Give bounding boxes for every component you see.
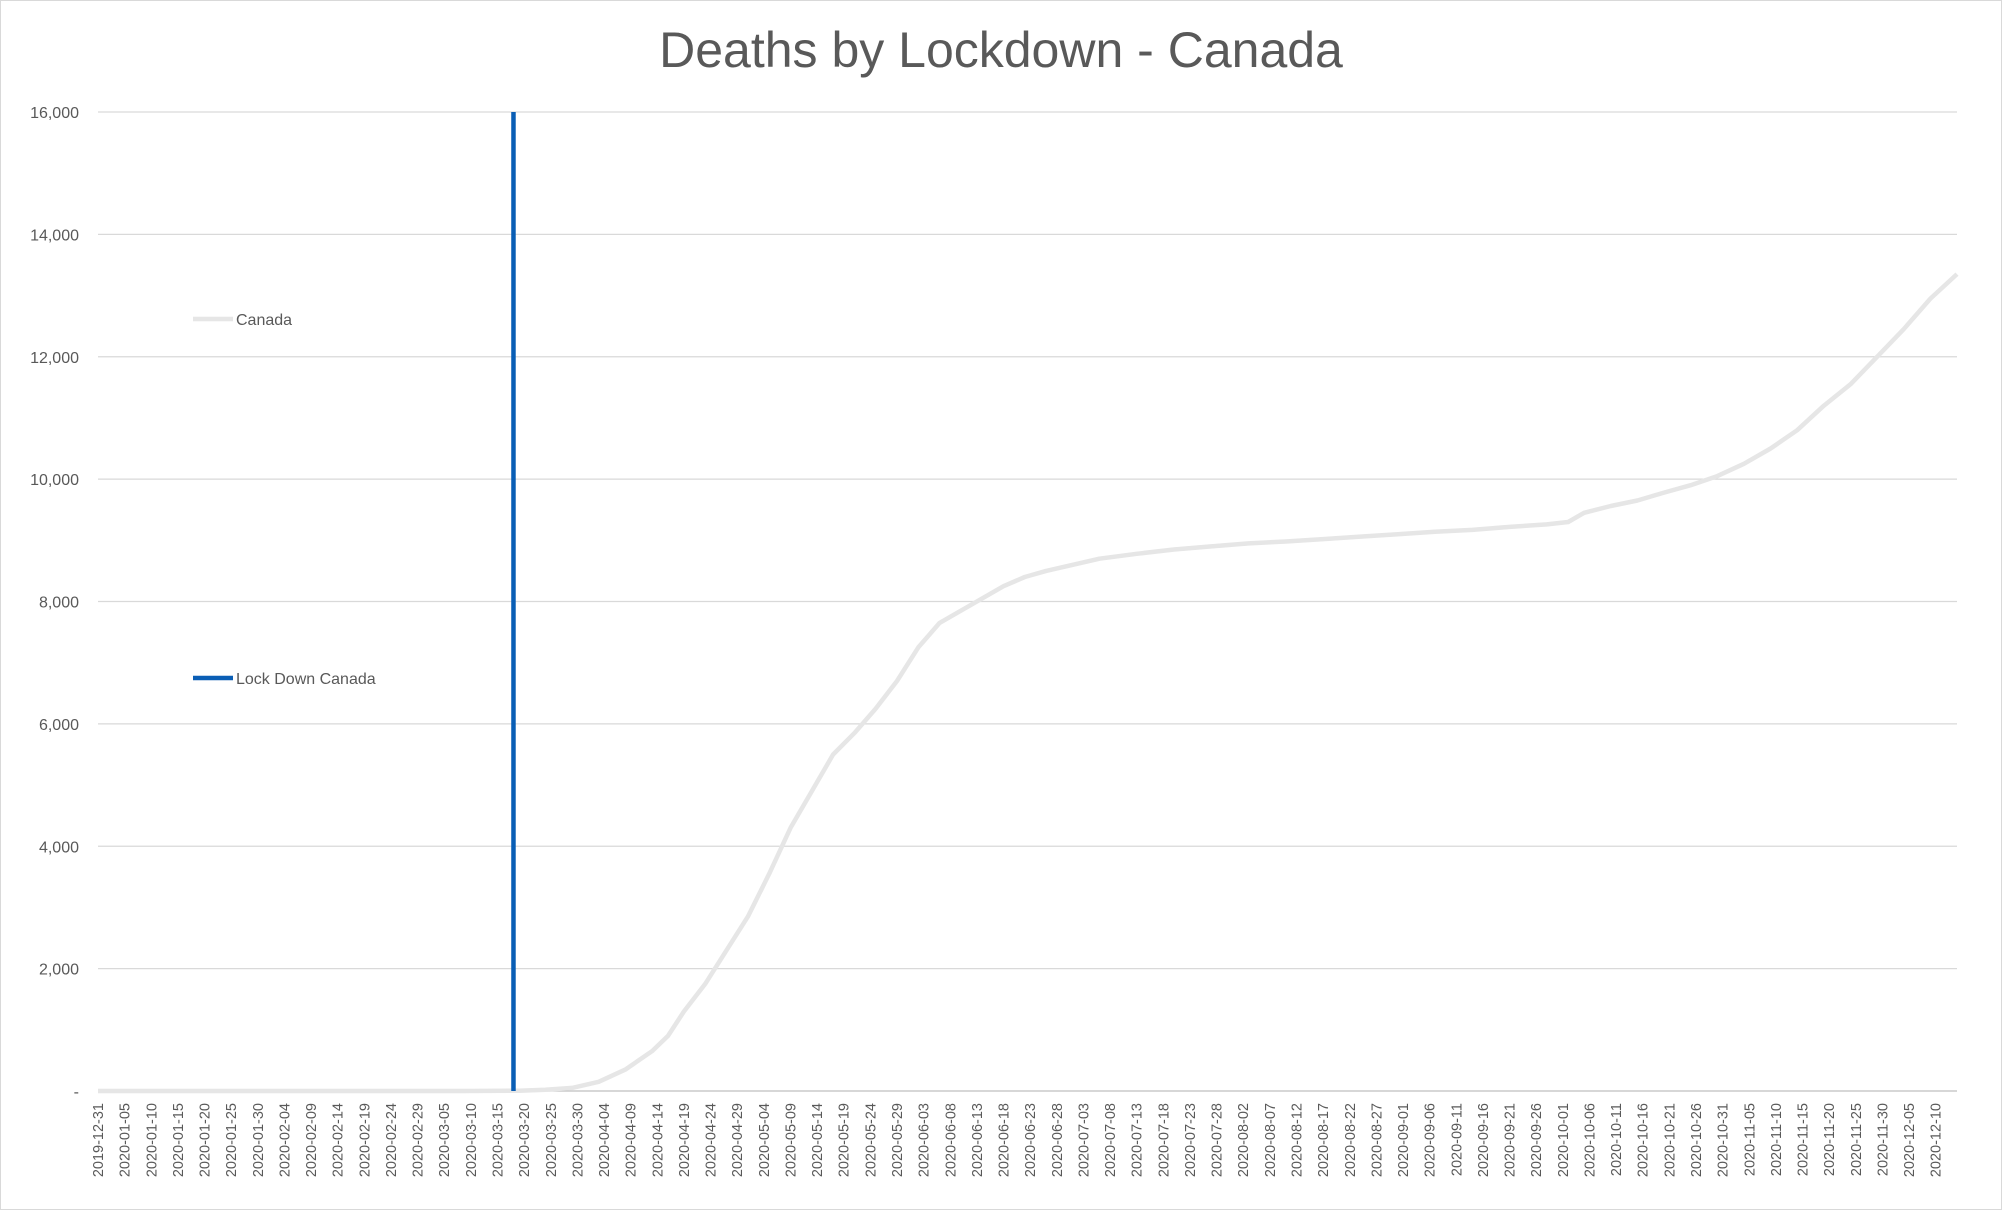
x-tick-label: 2020-04-19 (677, 1103, 693, 1177)
x-tick-label: 2020-09-16 (1476, 1103, 1492, 1177)
x-tick-label: 2020-07-13 (1130, 1103, 1146, 1177)
x-tick-label: 2020-11-25 (1849, 1103, 1865, 1176)
x-tick-label: 2020-10-31 (1716, 1103, 1732, 1177)
x-tick-label: 2020-03-25 (544, 1103, 560, 1177)
y-tick-label: 2,000 (39, 962, 79, 979)
x-tick-label: 2020-11-20 (1822, 1103, 1838, 1176)
y-tick-label: 8,000 (39, 595, 79, 612)
x-tick-label: 2020-11-15 (1796, 1103, 1812, 1176)
x-tick-label: 2020-03-10 (464, 1103, 480, 1177)
y-tick-label: 12,000 (30, 350, 79, 367)
x-tick-label: 2020-02-14 (331, 1103, 347, 1177)
x-tick-label: 2020-01-30 (251, 1103, 267, 1177)
x-tick-label: 2020-08-12 (1289, 1103, 1305, 1177)
y-axis: - 2,000 4,000 6,000 8,000 10,000 12,000 14,000 1… (30, 105, 79, 1101)
series-layer (98, 112, 1959, 1094)
x-tick-label: 2019-12-31 (91, 1103, 107, 1177)
x-tick-label: 2020-07-08 (1103, 1103, 1119, 1177)
x-tick-label: 2020-09-26 (1529, 1103, 1545, 1177)
x-tick-label: 2020-04-14 (650, 1103, 666, 1177)
x-tick-label: 2020-10-16 (1636, 1103, 1652, 1177)
x-tick-label: 2020-10-26 (1689, 1103, 1705, 1177)
x-tick-label: 2020-08-22 (1343, 1103, 1359, 1177)
x-tick-label: 2020-03-05 (437, 1103, 453, 1177)
x-tick-label: 2020-11-30 (1875, 1103, 1891, 1176)
x-tick-label: 2020-10-11 (1609, 1103, 1625, 1176)
x-tick-label: 2020-01-20 (198, 1103, 214, 1177)
x-tick-label: 2020-09-11 (1449, 1103, 1465, 1176)
x-tick-label: 2020-02-29 (411, 1103, 427, 1177)
x-tick-label: 2020-02-04 (277, 1103, 293, 1177)
x-tick-label: 2020-08-17 (1316, 1103, 1332, 1177)
x-tick-label: 2020-03-15 (490, 1103, 506, 1177)
chart-title: Deaths by Lockdown - Canada (659, 22, 1343, 78)
x-tick-label: 2020-04-29 (730, 1103, 746, 1177)
x-tick-label: 2020-04-04 (597, 1103, 613, 1177)
x-tick-label: 2020-10-21 (1662, 1103, 1678, 1177)
x-tick-label: 2020-06-08 (943, 1103, 959, 1177)
x-tick-label: 2020-11-10 (1769, 1103, 1785, 1176)
x-tick-label: 2020-08-02 (1236, 1103, 1252, 1177)
x-tick-label: 2020-05-14 (810, 1103, 826, 1177)
x-tick-label: 2020-01-15 (171, 1103, 187, 1177)
gridlines (98, 111, 1957, 1092)
canada-series-line (98, 272, 1959, 1094)
x-tick-label: 2020-12-05 (1902, 1103, 1918, 1177)
x-tick-label: 2020-07-28 (1210, 1103, 1226, 1177)
x-tick-label: 2020-09-06 (1423, 1103, 1439, 1177)
x-tick-label: 2020-06-23 (1023, 1103, 1039, 1177)
x-tick-label: 2020-01-25 (224, 1103, 240, 1177)
x-tick-label: 2020-01-05 (118, 1103, 134, 1177)
y-tick-label: 16,000 (30, 105, 79, 122)
x-axis: 2019-12-31 2020-01-05 2020-01-10 2020-01-15… (91, 1103, 1945, 1177)
x-tick-label: 2020-12-10 (1929, 1103, 1945, 1177)
y-tick-label: 14,000 (30, 227, 79, 244)
x-tick-label: 2020-05-24 (863, 1103, 879, 1177)
x-tick-label: 2020-07-18 (1156, 1103, 1172, 1177)
x-tick-label: 2020-06-13 (970, 1103, 986, 1177)
x-tick-label: 2020-05-09 (783, 1103, 799, 1177)
y-tick-label: 6,000 (39, 717, 79, 734)
x-tick-label: 2020-05-29 (890, 1103, 906, 1177)
x-tick-label: 2020-01-10 (144, 1103, 160, 1177)
x-tick-label: 2020-10-01 (1556, 1103, 1572, 1177)
x-tick-label: 2020-03-30 (570, 1103, 586, 1177)
x-tick-label: 2020-05-19 (837, 1103, 853, 1177)
x-tick-label: 2020-07-03 (1076, 1103, 1092, 1177)
x-tick-label: 2020-07-23 (1183, 1103, 1199, 1177)
y-tick-label: 4,000 (39, 839, 79, 856)
x-tick-label: 2020-03-20 (517, 1103, 533, 1177)
legend: Canada Lock Down Canada (193, 312, 376, 688)
x-tick-label: 2020-08-27 (1369, 1103, 1385, 1177)
x-tick-label: 2020-11-05 (1742, 1103, 1758, 1176)
x-tick-label: 2020-05-04 (757, 1103, 773, 1177)
y-tick-label: 10,000 (30, 472, 79, 489)
x-tick-label: 2020-04-24 (704, 1103, 720, 1177)
legend-label: Lock Down Canada (236, 671, 376, 688)
x-tick-label: 2020-06-28 (1050, 1103, 1066, 1177)
x-tick-label: 2020-02-24 (384, 1103, 400, 1177)
x-tick-label: 2020-06-03 (917, 1103, 933, 1177)
x-tick-label: 2020-08-07 (1263, 1103, 1279, 1177)
legend-label: Canada (236, 312, 292, 329)
x-tick-label: 2020-09-01 (1396, 1103, 1412, 1177)
y-tick-label: - (74, 1084, 79, 1101)
x-tick-label: 2020-04-09 (624, 1103, 640, 1177)
x-tick-label: 2020-09-21 (1503, 1103, 1519, 1177)
x-tick-label: 2020-10-06 (1582, 1103, 1598, 1177)
x-tick-label: 2020-06-18 (997, 1103, 1013, 1177)
x-tick-label: 2020-02-09 (304, 1103, 320, 1177)
x-tick-label: 2020-02-19 (357, 1103, 373, 1177)
